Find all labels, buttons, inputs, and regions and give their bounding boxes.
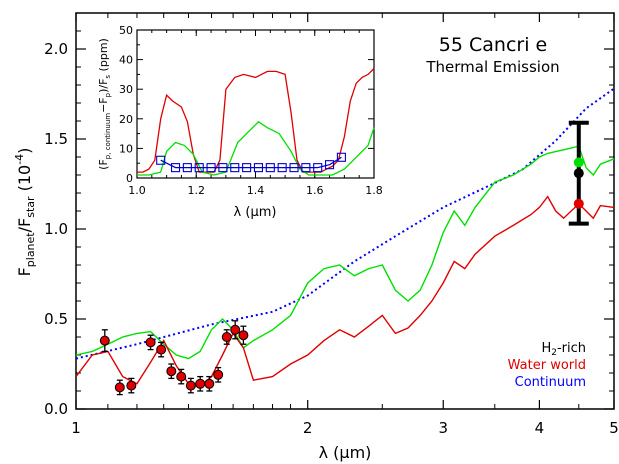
measurement-point xyxy=(126,380,137,391)
measurement-point xyxy=(145,337,156,348)
measurement-point xyxy=(185,380,196,391)
legend-h2-rich: H2-rich xyxy=(541,341,586,358)
y-tick-label: 0.0 xyxy=(44,400,68,418)
inset-continuum-square xyxy=(301,163,311,173)
main-axis-ticks: 1 2 3 4 5 0.0 0.5 1.0 1.5 2.0 xyxy=(44,13,619,437)
inset-y-tick-label: 20 xyxy=(119,113,133,126)
series-line-h2-rich xyxy=(75,145,615,360)
measurement-point xyxy=(221,332,232,342)
x-tick-label: 5 xyxy=(609,419,619,437)
series-line-continuum xyxy=(75,87,615,360)
inset-continuum-square xyxy=(194,163,204,173)
inset-continuum-square xyxy=(182,163,192,173)
inset-y-tick-label: 10 xyxy=(119,142,133,155)
inset-x-tick-label: 1.4 xyxy=(247,184,265,197)
inset-continuum-square xyxy=(325,160,335,170)
y-tick-label: 1.5 xyxy=(44,130,68,148)
inset-continuum-square xyxy=(289,163,299,173)
inset-line-water-world xyxy=(137,68,375,173)
inset-y-tick-label: 40 xyxy=(119,54,133,67)
inset-axis-ticks: 1.0 1.2 1.4 1.6 1.8 0 10 20 30 40 50 xyxy=(119,24,383,197)
inset-x-tick-label: 1.8 xyxy=(365,184,383,197)
inset-continuum-square xyxy=(277,163,287,173)
spitzer-measurement-point xyxy=(573,168,584,179)
spitzer-model-point xyxy=(573,198,584,209)
main-data-points xyxy=(99,120,589,396)
x-tick-label: 3 xyxy=(438,419,448,437)
inset-continuum-square xyxy=(170,163,181,173)
measurement-point xyxy=(230,324,241,335)
measurement-point xyxy=(238,330,249,341)
x-tick-label: 4 xyxy=(535,419,545,437)
inset-series-lines xyxy=(137,68,375,176)
inset-continuum-square xyxy=(265,163,275,173)
main-series-lines xyxy=(75,87,615,389)
x-tick-label: 2 xyxy=(303,419,313,437)
measurement-point xyxy=(166,366,177,377)
inset-x-axis-label: λ (μm) xyxy=(234,205,277,220)
inset-continuum-square xyxy=(206,163,216,173)
measurement-point xyxy=(176,371,187,382)
inset-y-tick-label: 30 xyxy=(119,83,133,96)
measurement-point xyxy=(114,382,125,393)
inset-x-tick-label: 1.0 xyxy=(128,184,146,197)
inset-plot-frame xyxy=(136,29,375,179)
legend-water-world: Water world xyxy=(508,358,586,373)
inset-continuum-square xyxy=(253,163,264,173)
inset-y-axis-label: (Fp, continuum−Fp)/Fs (ppm) xyxy=(97,38,112,170)
inset-line-continuum-model xyxy=(160,156,342,169)
inset-continuum-square xyxy=(242,163,252,173)
inset-continuum-square xyxy=(336,152,346,162)
y-tick-label: 2.0 xyxy=(44,40,68,58)
y-axis-label: Fplanet/Fstar (10-4) xyxy=(13,148,37,277)
inset-x-tick-label: 1.6 xyxy=(306,184,324,197)
measurement-point xyxy=(204,378,215,389)
y-tick-label: 1.0 xyxy=(44,220,68,238)
inset-y-tick-label: 0 xyxy=(126,172,133,185)
measurement-point xyxy=(156,344,167,355)
inset-x-tick-label: 1.2 xyxy=(188,184,206,197)
measurement-point xyxy=(213,369,224,380)
spitzer-model-point xyxy=(573,157,584,168)
inset-continuum-square xyxy=(218,163,228,173)
measurement-point xyxy=(99,335,110,346)
chart-subtitle: Thermal Emission xyxy=(425,58,559,76)
inset-continuum-square xyxy=(156,155,166,165)
inset-continuum-square xyxy=(230,163,240,173)
y-tick-label: 0.5 xyxy=(44,310,68,328)
inset-continuum-square xyxy=(313,163,323,173)
legend-continuum: Continuum xyxy=(515,375,586,390)
series-line-water-world xyxy=(75,195,615,389)
chart-title: 55 Cancri e xyxy=(439,34,547,56)
x-tick-label: 1 xyxy=(71,419,81,437)
x-axis-label: λ (μm) xyxy=(319,443,372,462)
inset-y-tick-label: 50 xyxy=(119,24,133,37)
measurement-point xyxy=(195,378,206,389)
inset-line-h2-rich xyxy=(137,120,375,176)
